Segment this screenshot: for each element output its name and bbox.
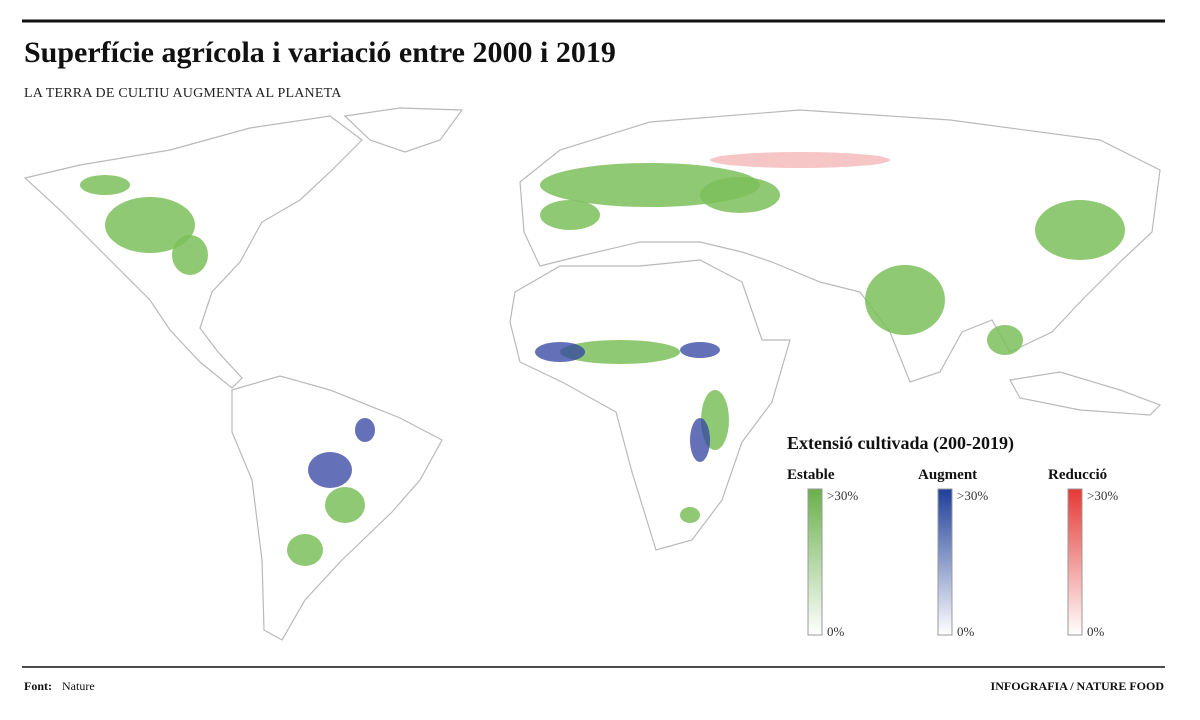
indonesia bbox=[1009, 371, 1162, 416]
world-map bbox=[23, 107, 1162, 641]
source: Nature bbox=[62, 679, 95, 693]
cropland bbox=[680, 507, 700, 523]
legend-min: 0% bbox=[827, 624, 845, 639]
legend-max: >30% bbox=[1087, 488, 1118, 503]
legend-gradient bbox=[937, 488, 953, 636]
legend-gradient bbox=[1067, 488, 1083, 636]
greenland bbox=[343, 107, 464, 153]
cropland bbox=[865, 265, 945, 335]
legend-min: 0% bbox=[957, 624, 975, 639]
cropland bbox=[80, 175, 130, 195]
legend-label: Reducció bbox=[1048, 467, 1107, 483]
legend-max: >30% bbox=[957, 488, 988, 503]
africa bbox=[509, 259, 791, 551]
cropland bbox=[700, 177, 780, 213]
cropland-increase bbox=[355, 418, 375, 442]
cropland bbox=[105, 197, 195, 253]
legend-label: Estable bbox=[787, 467, 835, 483]
cropland bbox=[987, 325, 1023, 355]
legend-min: 0% bbox=[1087, 624, 1105, 639]
cropland bbox=[172, 235, 208, 275]
legend-label: Augment bbox=[918, 467, 977, 483]
cropland bbox=[560, 340, 680, 364]
cropland bbox=[325, 487, 365, 523]
cropland-increase bbox=[690, 418, 710, 462]
cropland bbox=[287, 534, 323, 566]
cropland-decrease bbox=[710, 152, 890, 168]
legend-title: Extensió cultivada (200-2019) bbox=[787, 433, 1014, 454]
subtitle: LA TERRA DE CULTIU AUGMENTA AL PLANETA bbox=[24, 86, 342, 101]
cropland-increase bbox=[535, 342, 585, 362]
cropland bbox=[540, 200, 600, 230]
cropland bbox=[1035, 200, 1125, 260]
legend-gradient bbox=[807, 488, 823, 636]
credit: INFOGRAFIA / NATURE FOOD bbox=[991, 679, 1165, 693]
legend: Extensió cultivada (200-2019) Estable >30… bbox=[787, 433, 1118, 639]
cropland-increase bbox=[308, 452, 352, 488]
source-label: Font: bbox=[24, 679, 52, 693]
legend-max: >30% bbox=[827, 488, 858, 503]
title: Superfície agrícola i variació entre 200… bbox=[24, 36, 616, 69]
cropland-increase bbox=[680, 342, 720, 358]
